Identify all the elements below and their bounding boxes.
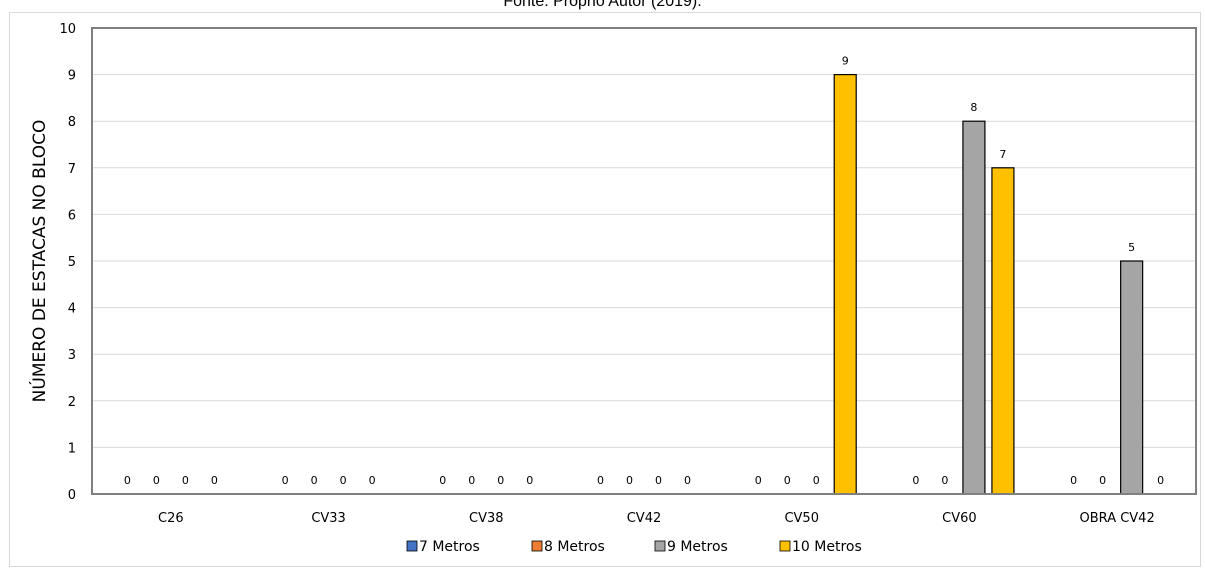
y-tick-label: 7 [68, 162, 76, 177]
category-label-cv33: CV33 [311, 511, 346, 526]
data-label-cv38-7-metros: 0 [439, 474, 446, 487]
data-label-cv33-10-metros: 0 [369, 474, 376, 487]
category-label-cv60: CV60 [942, 511, 977, 526]
legend-swatch-10-metros [780, 541, 790, 551]
bar-cv60-9-metros [963, 121, 985, 494]
category-label-cv50: CV50 [784, 511, 819, 526]
grid-lines [92, 28, 1196, 494]
data-label-cv42-7-metros: 0 [597, 474, 604, 487]
x-axis-categories: C26 CV33 CV38 CV42 CV50 CV60 OBRA CV42 [158, 511, 1155, 526]
bars [834, 75, 1142, 494]
data-label-cv60-8-metros: 0 [941, 474, 948, 487]
y-tick-label: 8 [68, 115, 76, 130]
category-label-obra-cv42: OBRA CV42 [1080, 511, 1155, 526]
data-label-cv50-10-metros: 9 [842, 55, 849, 68]
data-label-cv42-9-metros: 0 [655, 474, 662, 487]
data-label-cv38-10-metros: 0 [526, 474, 533, 487]
y-tick-label: 10 [59, 22, 76, 37]
data-label-cv33-8-metros: 0 [311, 474, 318, 487]
y-tick-label: 9 [68, 69, 76, 84]
data-label-cv60-9-metros: 8 [970, 101, 977, 114]
category-label-cv42: CV42 [627, 511, 662, 526]
y-axis-ticks: 0 1 2 3 4 5 6 7 8 9 10 [59, 22, 76, 503]
legend-label-8-metros: 8 Metros [544, 539, 605, 555]
y-tick-label: 3 [68, 348, 76, 363]
data-label-cv60-7-metros: 0 [912, 474, 919, 487]
data-label-c26-7-metros: 0 [124, 474, 131, 487]
data-label-cv33-7-metros: 0 [282, 474, 289, 487]
data-label-c26-8-metros: 0 [153, 474, 160, 487]
data-label-cv38-9-metros: 0 [497, 474, 504, 487]
data-label-cv50-8-metros: 0 [784, 474, 791, 487]
data-label-cv33-9-metros: 0 [340, 474, 347, 487]
category-label-cv38: CV38 [469, 511, 504, 526]
category-label-c26: C26 [158, 511, 184, 526]
data-label-cv60-10-metros: 7 [999, 148, 1006, 161]
data-label-cv50-7-metros: 0 [755, 474, 762, 487]
y-tick-label: 1 [68, 441, 76, 456]
data-label-cv42-10-metros: 0 [684, 474, 691, 487]
legend-label-9-metros: 9 Metros [667, 539, 728, 555]
legend: 7 Metros 8 Metros 9 Metros 10 Metros [407, 539, 862, 555]
bar-obra-cv42-9-metros [1121, 261, 1143, 494]
bar-cv60-10-metros [992, 168, 1014, 494]
bar-cv50-10-metros [834, 75, 856, 494]
y-tick-label: 2 [68, 395, 76, 410]
data-label-obra-cv42-9-metros: 5 [1128, 241, 1135, 254]
data-label-cv38-8-metros: 0 [468, 474, 475, 487]
y-axis-label: NÚMERO DE ESTACAS NO BLOCO [28, 120, 50, 403]
data-label-c26-10-metros: 0 [211, 474, 218, 487]
legend-swatch-8-metros [532, 541, 542, 551]
legend-label-7-metros: 7 Metros [419, 539, 480, 555]
data-label-obra-cv42-8-metros: 0 [1099, 474, 1106, 487]
legend-label-10-metros: 10 Metros [792, 539, 862, 555]
data-label-obra-cv42-10-metros: 0 [1157, 474, 1164, 487]
data-label-cv42-8-metros: 0 [626, 474, 633, 487]
legend-swatch-9-metros [655, 541, 665, 551]
legend-swatch-7-metros [407, 541, 417, 551]
y-tick-label: 0 [68, 488, 76, 503]
y-tick-label: 4 [68, 302, 76, 317]
y-tick-label: 5 [68, 255, 76, 270]
data-label-obra-cv42-7-metros: 0 [1070, 474, 1077, 487]
y-tick-label: 6 [68, 208, 76, 223]
data-label-c26-9-metros: 0 [182, 474, 189, 487]
data-label-cv50-9-metros: 0 [813, 474, 820, 487]
